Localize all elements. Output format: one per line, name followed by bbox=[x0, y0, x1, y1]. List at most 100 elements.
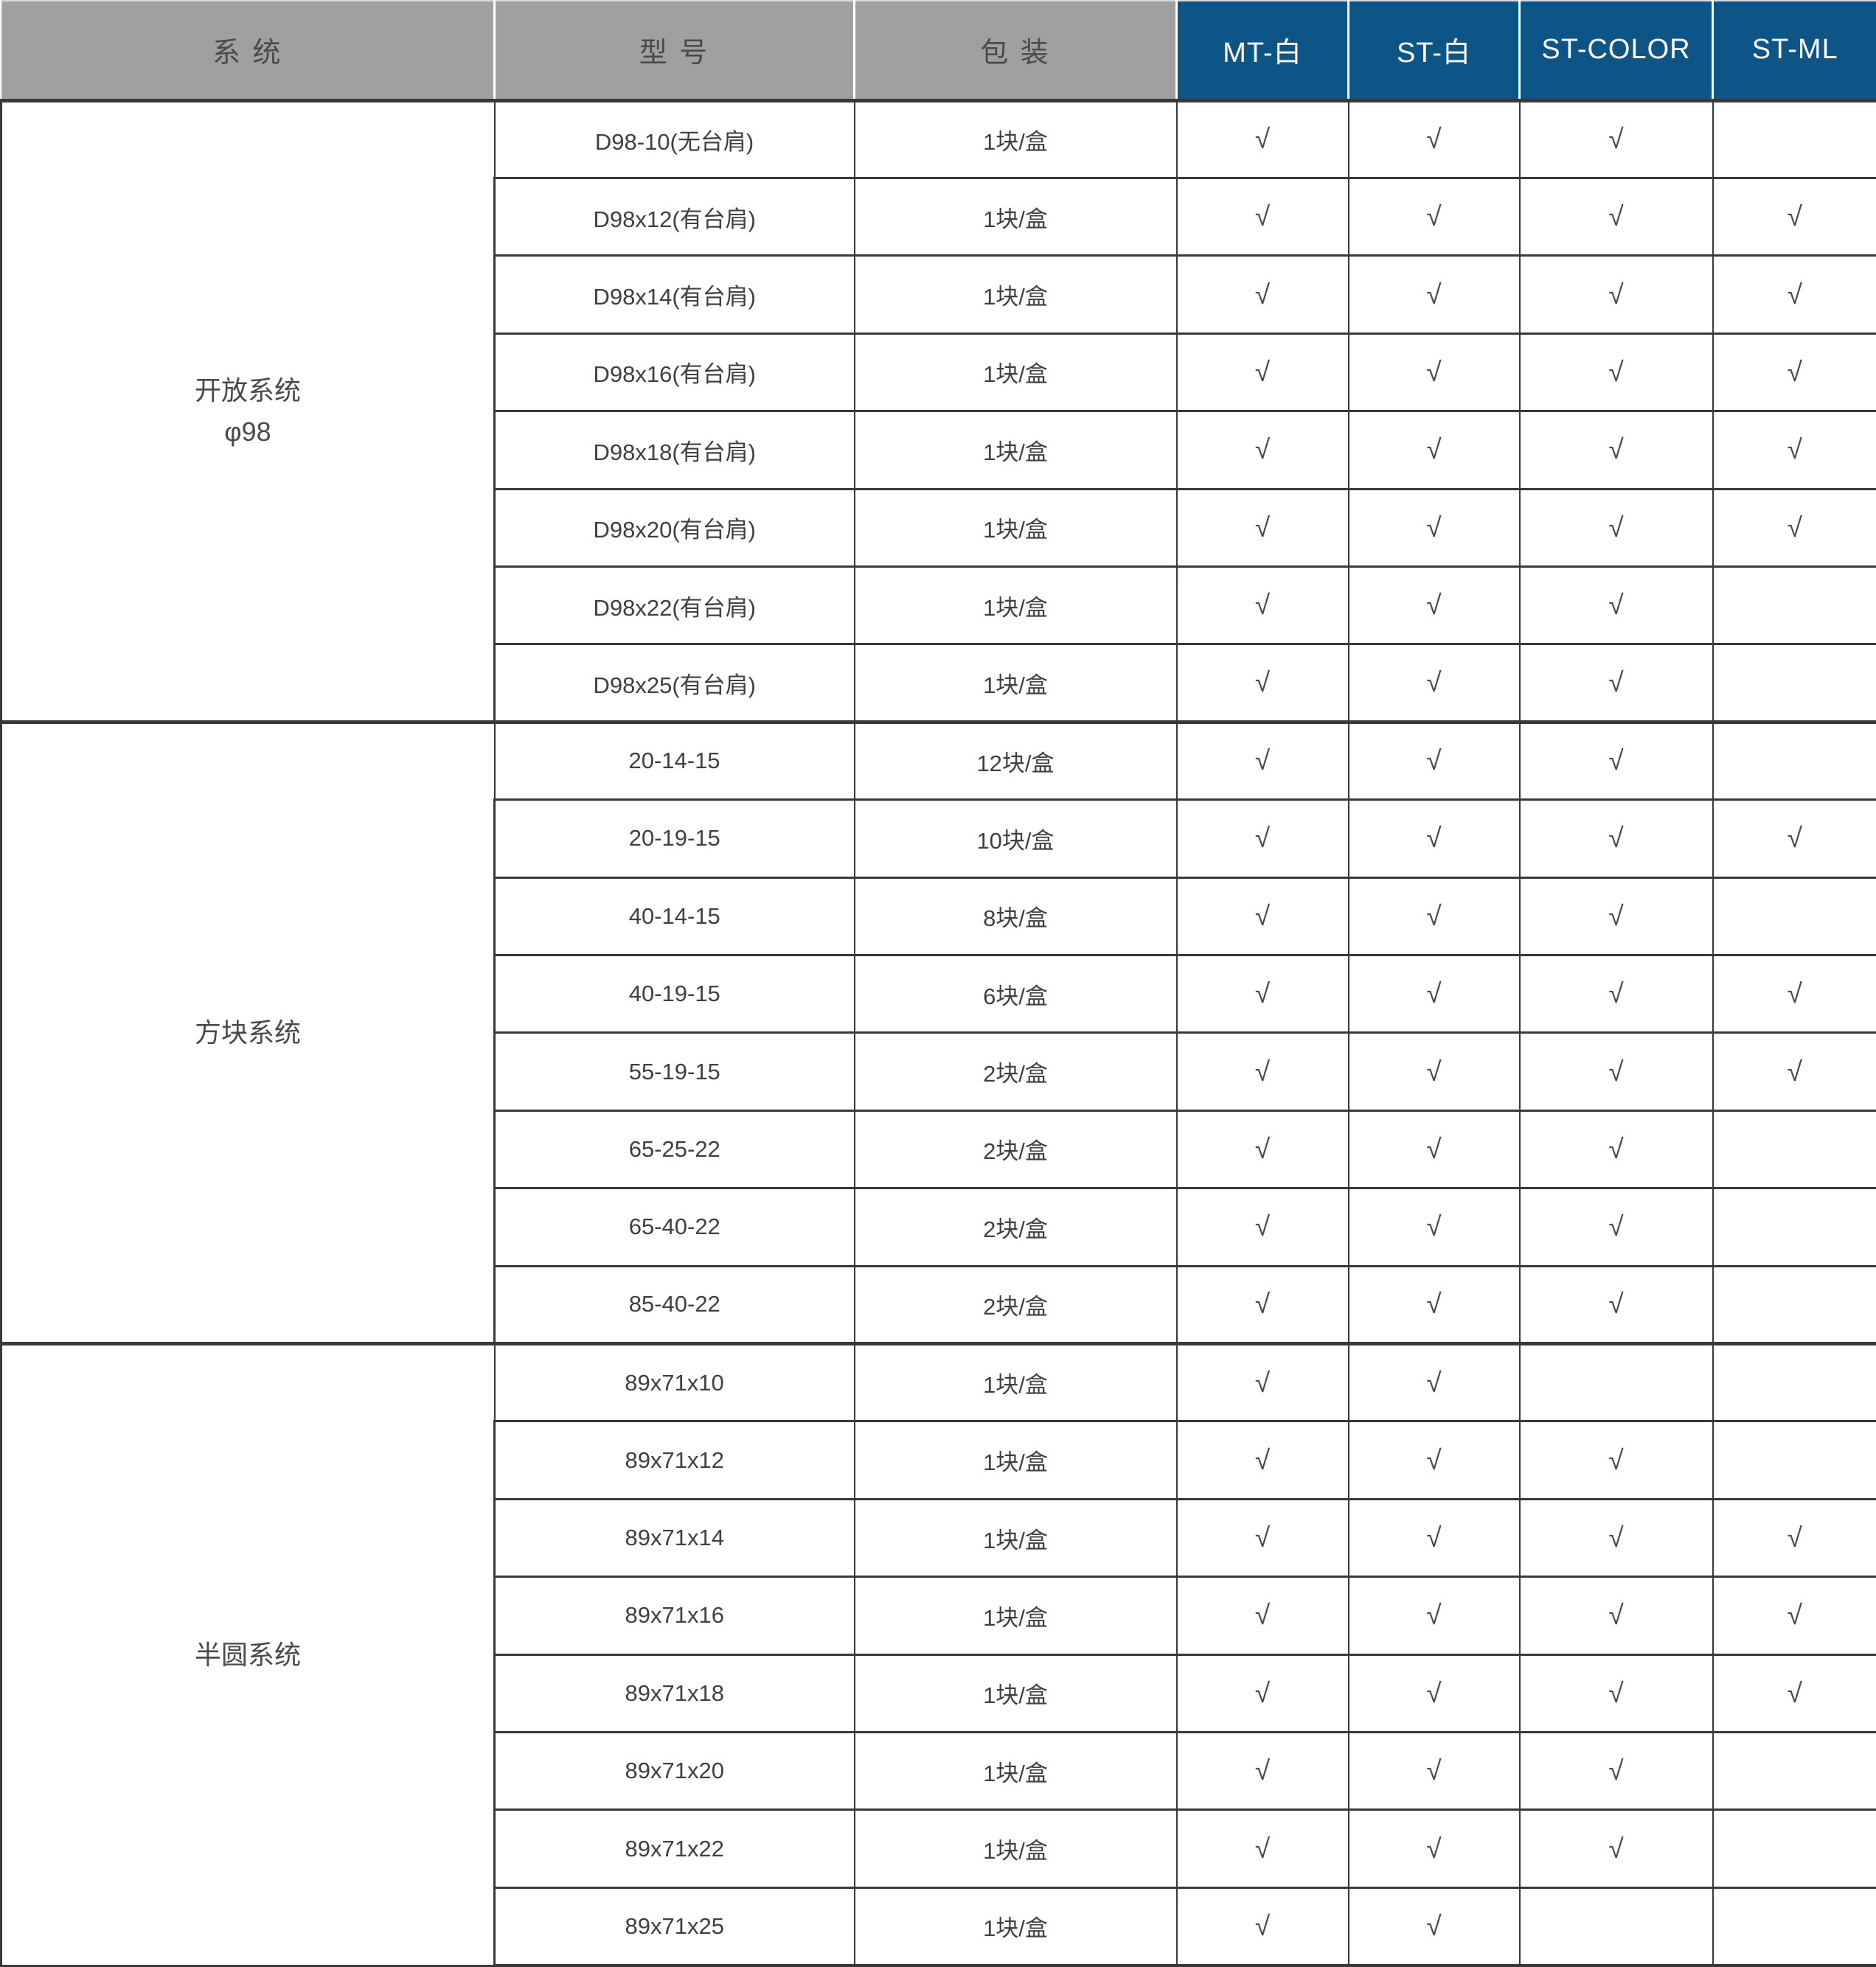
check-cell-checked: √ bbox=[1518, 332, 1714, 413]
system-group-cell: 半圆系统 bbox=[0, 1342, 496, 1967]
check-cell-checked: √ bbox=[1175, 643, 1349, 723]
model-cell: 65-40-22 bbox=[493, 1187, 855, 1267]
packaging-cell: 6块/盒 bbox=[853, 953, 1178, 1034]
model-cell: D98x14(有台肩) bbox=[493, 254, 855, 335]
check-mark-icon: √ bbox=[1787, 1677, 1802, 1708]
check-mark-icon: √ bbox=[1426, 978, 1442, 1009]
check-cell-checked: √ bbox=[1175, 1341, 1349, 1423]
check-cell-checked: √ bbox=[1347, 1808, 1521, 1889]
check-mark-icon: √ bbox=[1254, 978, 1271, 1009]
table-row: 40-14-15 8块/盒 √ √ √ bbox=[1, 876, 1876, 956]
model-cell: D98-10(无台肩) bbox=[493, 98, 855, 179]
table-row: 89x71x20 1块/盒 √ √ √ bbox=[1, 1731, 1876, 1811]
model-cell: 89x71x10 bbox=[493, 1341, 855, 1423]
check-cell-empty bbox=[1712, 1420, 1876, 1500]
check-cell-empty bbox=[1712, 876, 1876, 956]
check-mark-icon: √ bbox=[1608, 356, 1624, 387]
check-mark-icon: √ bbox=[1426, 1056, 1442, 1087]
check-cell-checked: √ bbox=[1175, 332, 1349, 413]
check-cell-empty bbox=[1518, 1886, 1714, 1967]
model-cell: 40-19-15 bbox=[493, 953, 855, 1034]
check-cell-empty bbox=[1712, 643, 1876, 723]
check-mark-icon: √ bbox=[1608, 1133, 1624, 1164]
check-mark-icon: √ bbox=[1608, 978, 1624, 1009]
check-cell-checked: √ bbox=[1712, 487, 1876, 568]
check-cell-checked: √ bbox=[1712, 254, 1876, 335]
table-row: 89x71x12 1块/盒 √ √ √ bbox=[1, 1420, 1876, 1500]
check-cell-checked: √ bbox=[1518, 720, 1714, 801]
model-cell: 40-14-15 bbox=[493, 876, 855, 956]
table-row: D98x12(有台肩) 1块/盒 √ √ √ √ bbox=[1, 176, 1876, 257]
packaging-cell: 1块/盒 bbox=[853, 410, 1178, 490]
check-mark-icon: √ bbox=[1608, 434, 1624, 465]
check-mark-icon: √ bbox=[1608, 667, 1624, 698]
model-cell: D98x12(有台肩) bbox=[493, 176, 855, 257]
check-mark-icon: √ bbox=[1426, 745, 1442, 776]
table-row: 65-25-22 2块/盒 √ √ √ bbox=[1, 1109, 1876, 1190]
check-mark-icon: √ bbox=[1254, 1211, 1271, 1242]
check-mark-icon: √ bbox=[1254, 279, 1271, 310]
check-mark-icon: √ bbox=[1426, 1289, 1442, 1320]
model-cell: 20-19-15 bbox=[493, 798, 855, 879]
check-mark-icon: √ bbox=[1426, 1910, 1442, 1941]
model-cell: 89x71x22 bbox=[493, 1808, 855, 1889]
check-cell-checked: √ bbox=[1175, 1187, 1349, 1267]
model-cell: 89x71x12 bbox=[493, 1420, 855, 1500]
model-cell: D98x25(有台肩) bbox=[493, 643, 855, 723]
check-cell-checked: √ bbox=[1347, 1886, 1521, 1967]
table-row: 40-19-15 6块/盒 √ √ √ √ bbox=[1, 953, 1876, 1034]
packaging-cell: 1块/盒 bbox=[853, 1420, 1178, 1500]
check-cell-checked: √ bbox=[1518, 487, 1714, 568]
check-mark-icon: √ bbox=[1254, 823, 1271, 854]
check-mark-icon: √ bbox=[1608, 1211, 1624, 1242]
check-cell-empty bbox=[1518, 1341, 1714, 1423]
check-cell-checked: √ bbox=[1712, 1653, 1876, 1734]
model-cell: D98x20(有台肩) bbox=[493, 487, 855, 568]
check-mark-icon: √ bbox=[1608, 1600, 1624, 1631]
check-mark-icon: √ bbox=[1608, 745, 1624, 776]
check-mark-icon: √ bbox=[1608, 823, 1624, 854]
check-mark-icon: √ bbox=[1787, 978, 1802, 1009]
check-mark-icon: √ bbox=[1254, 667, 1271, 698]
check-cell-checked: √ bbox=[1347, 1109, 1521, 1190]
check-cell-checked: √ bbox=[1712, 1576, 1876, 1656]
table-row: D98x25(有台肩) 1块/盒 √ √ √ bbox=[1, 643, 1876, 723]
check-mark-icon: √ bbox=[1608, 1056, 1624, 1087]
packaging-cell: 1块/盒 bbox=[853, 565, 1178, 646]
model-cell: D98x16(有台肩) bbox=[493, 332, 855, 413]
check-cell-checked: √ bbox=[1175, 98, 1349, 179]
check-mark-icon: √ bbox=[1426, 823, 1442, 854]
check-mark-icon: √ bbox=[1254, 1056, 1271, 1087]
check-mark-icon: √ bbox=[1787, 279, 1802, 310]
check-cell-checked: √ bbox=[1518, 1497, 1714, 1578]
check-cell-checked: √ bbox=[1347, 953, 1521, 1034]
check-cell-checked: √ bbox=[1518, 643, 1714, 723]
packaging-cell: 1块/盒 bbox=[853, 1497, 1178, 1578]
check-mark-icon: √ bbox=[1254, 1444, 1271, 1475]
check-cell-checked: √ bbox=[1175, 565, 1349, 646]
model-cell: 65-25-22 bbox=[493, 1109, 855, 1190]
check-cell-checked: √ bbox=[1712, 1031, 1876, 1112]
check-cell-checked: √ bbox=[1175, 720, 1349, 801]
header-row: 系 统 型 号 包 装 MT-白 ST-白 ST-COLOR ST-ML bbox=[0, 0, 1876, 102]
table-row: D98x14(有台肩) 1块/盒 √ √ √ √ bbox=[1, 254, 1876, 335]
check-mark-icon: √ bbox=[1787, 1522, 1802, 1553]
check-cell-empty bbox=[1712, 1341, 1876, 1423]
spec-table-body: 开放系统 φ98 D98-10(无台肩) 1块/盒 √ √ √ D98x12(有台肩) 1块/盒… bbox=[0, 98, 1876, 1967]
table-row: 开放系统 φ98 D98-10(无台肩) 1块/盒 √ √ √ bbox=[0, 98, 1876, 723]
column-header-st-color: ST-COLOR bbox=[1519, 0, 1714, 102]
check-cell-checked: √ bbox=[1175, 1576, 1349, 1656]
table-row: 半圆系统 89x71x10 1块/盒 √ √ bbox=[0, 1341, 1876, 1967]
check-mark-icon: √ bbox=[1426, 201, 1442, 232]
system-group-label: 方块系统 bbox=[194, 1017, 301, 1048]
check-cell-checked: √ bbox=[1518, 1808, 1714, 1889]
check-mark-icon: √ bbox=[1426, 900, 1442, 931]
check-cell-empty bbox=[1712, 1109, 1876, 1190]
packaging-cell: 1块/盒 bbox=[853, 98, 1178, 179]
packaging-cell: 1块/盒 bbox=[853, 643, 1178, 723]
check-mark-icon: √ bbox=[1426, 512, 1442, 543]
check-mark-icon: √ bbox=[1426, 1677, 1442, 1708]
check-mark-icon: √ bbox=[1254, 1755, 1271, 1786]
packaging-cell: 2块/盒 bbox=[853, 1264, 1178, 1345]
